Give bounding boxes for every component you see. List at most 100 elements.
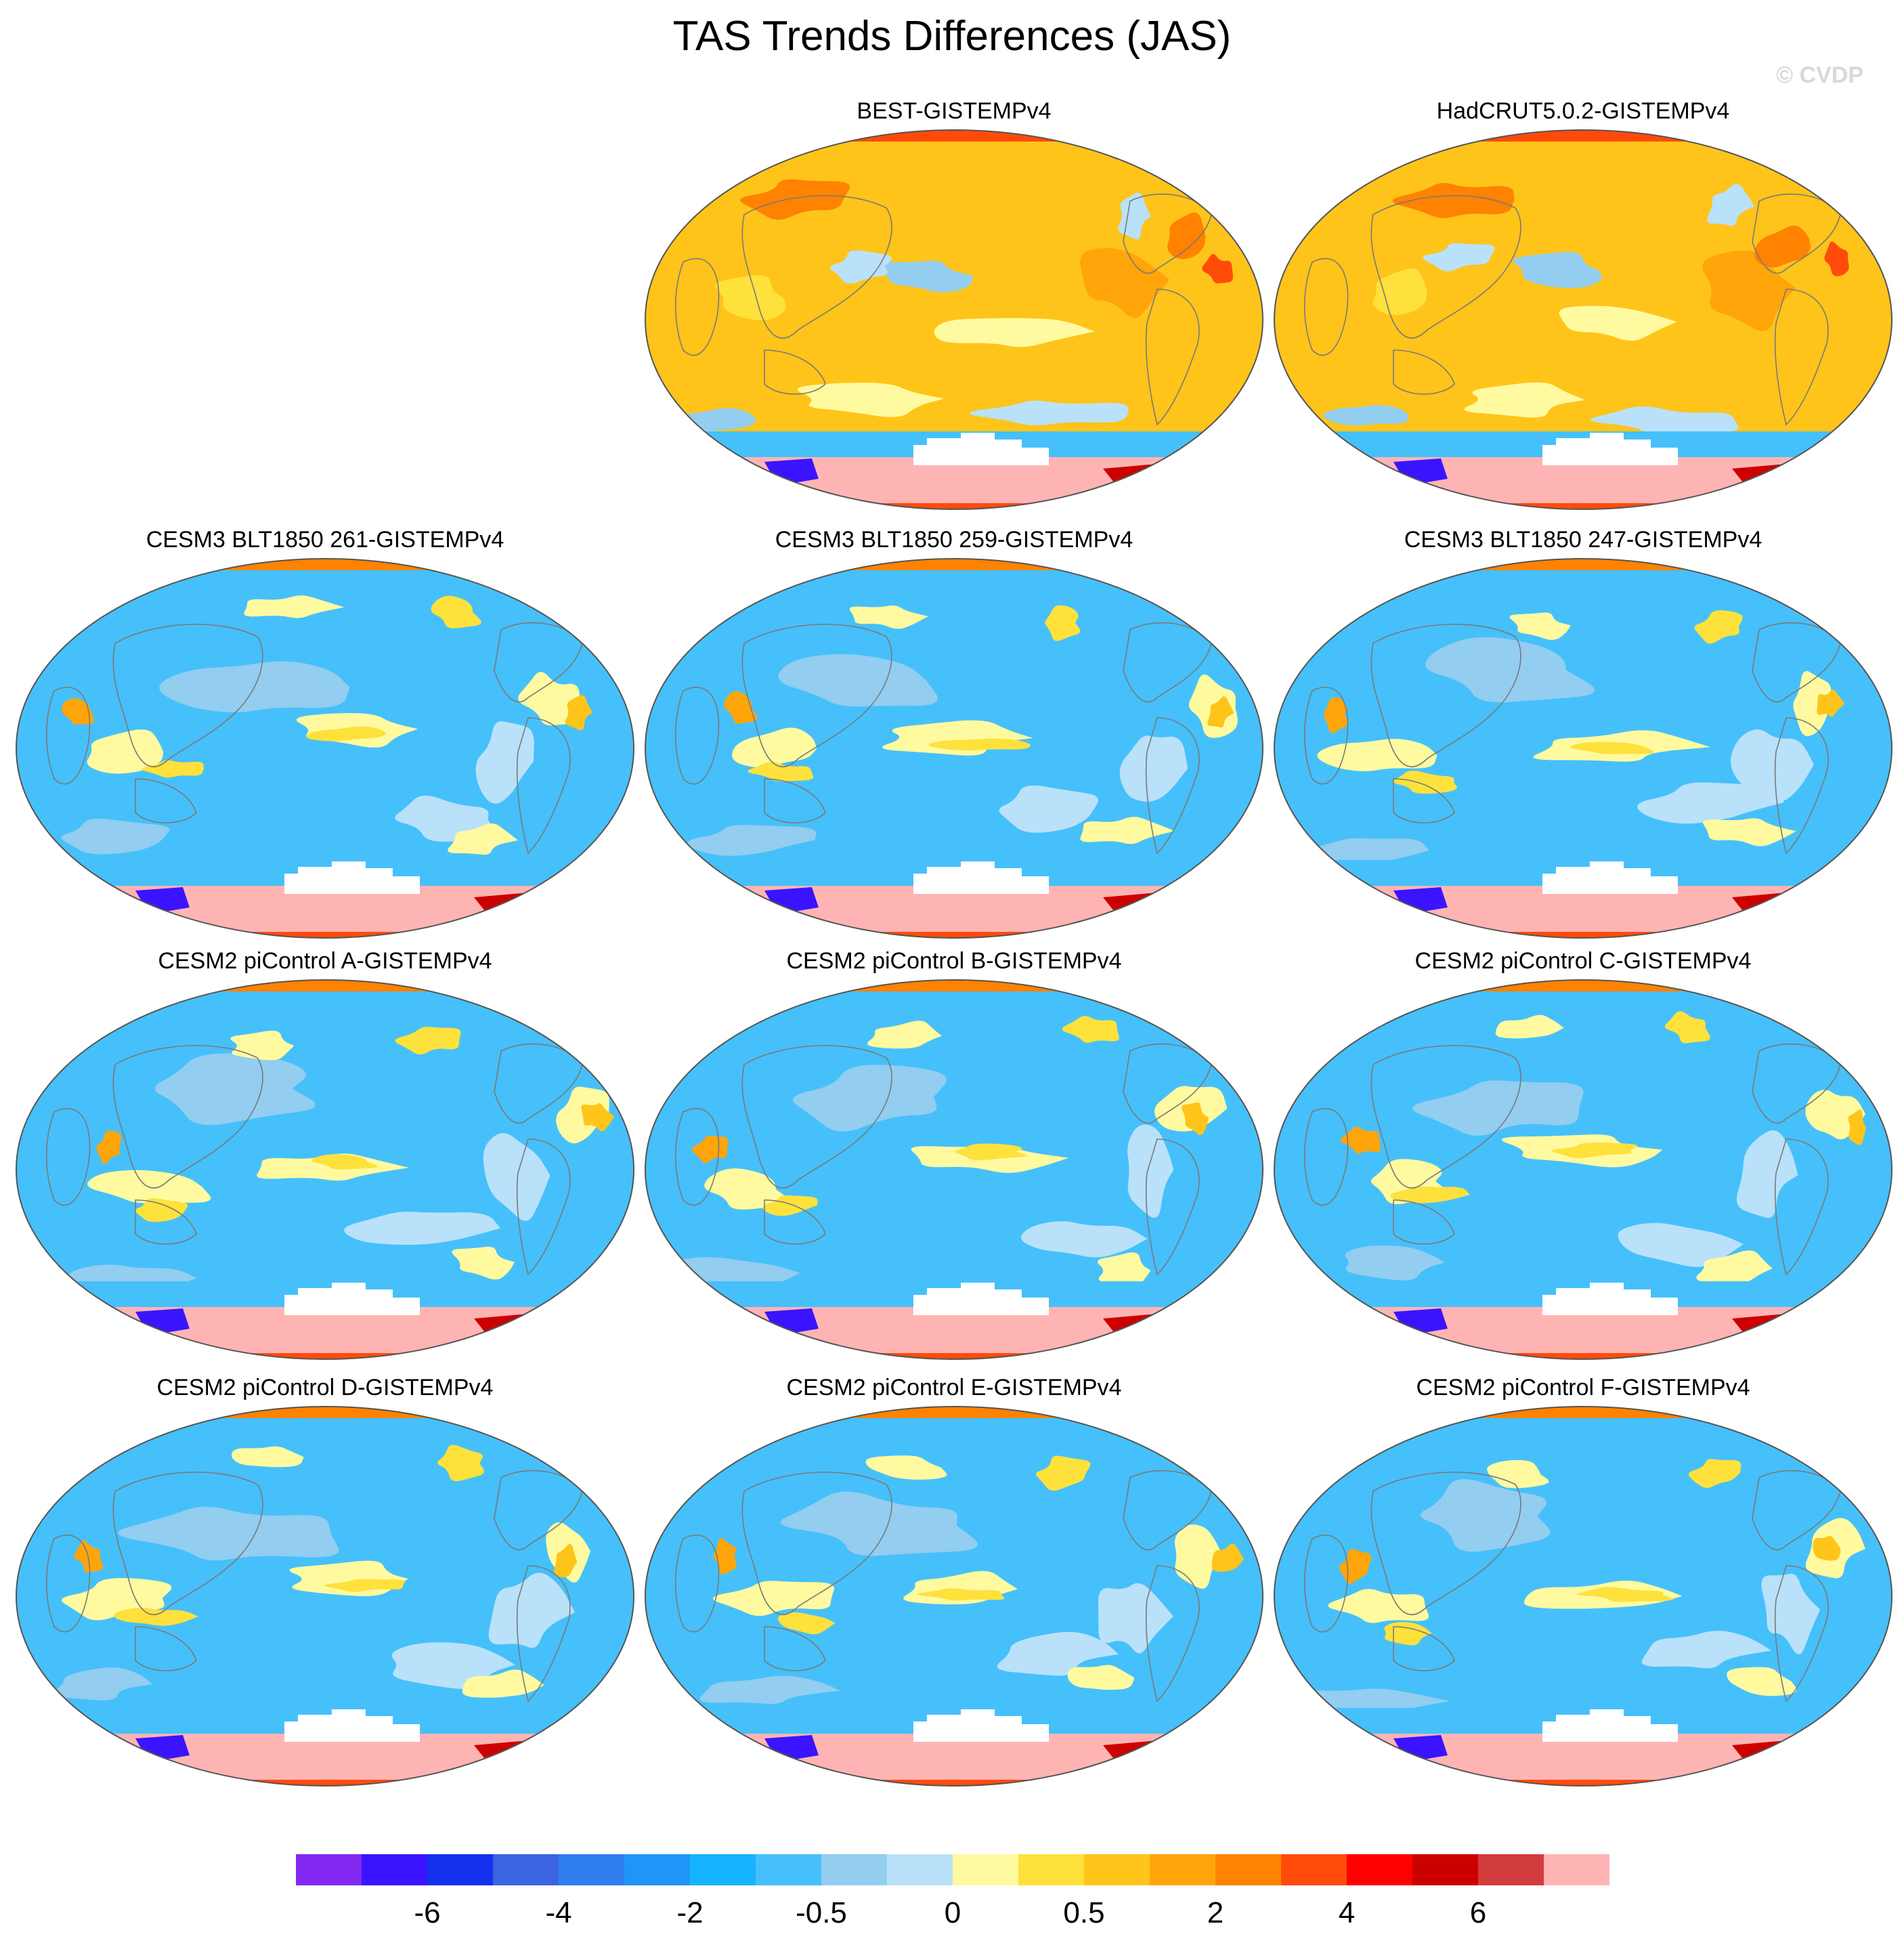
colorbar-box bbox=[1544, 1854, 1609, 1885]
contour-region bbox=[448, 823, 518, 855]
colorbar-box bbox=[1150, 1854, 1215, 1885]
contour-region bbox=[1080, 248, 1170, 318]
colorbar-box bbox=[427, 1854, 493, 1885]
map-panel: CESM3 BLT1850 259-GISTEMPv4 bbox=[643, 527, 1265, 947]
contour-region bbox=[865, 1455, 947, 1480]
coastline bbox=[764, 778, 826, 823]
coastline bbox=[1145, 1138, 1200, 1276]
map-robinson bbox=[645, 558, 1263, 939]
contour-region bbox=[488, 1572, 576, 1648]
contour-region bbox=[1664, 1011, 1710, 1044]
map-panel: CESM3 BLT1850 261-GISTEMPv4 bbox=[14, 527, 636, 947]
contour-region bbox=[135, 1198, 188, 1222]
coastline bbox=[1774, 288, 1829, 426]
coastline bbox=[516, 1138, 571, 1276]
contour-region bbox=[716, 275, 786, 320]
map-robinson bbox=[1274, 979, 1892, 1360]
contour-region bbox=[1202, 254, 1234, 284]
map-panel: CESM2 piControl A-GISTEMPv4 bbox=[14, 948, 636, 1368]
coastline bbox=[135, 778, 197, 823]
contour-region bbox=[917, 1588, 1005, 1601]
contour-region bbox=[1509, 612, 1571, 640]
coastline bbox=[45, 1108, 91, 1206]
contour-region bbox=[867, 1021, 942, 1049]
contour-region bbox=[1754, 226, 1811, 268]
map-panel: CESM2 piControl E-GISTEMPv4 bbox=[643, 1375, 1265, 1795]
contour-region bbox=[1590, 406, 1739, 434]
contour-region bbox=[724, 691, 758, 724]
contour-region bbox=[244, 595, 345, 618]
coastline bbox=[135, 1199, 197, 1245]
contour-region bbox=[829, 250, 892, 284]
contour-region bbox=[1731, 729, 1814, 802]
map-robinson bbox=[16, 1406, 634, 1786]
coastline bbox=[1303, 687, 1349, 785]
contour-region bbox=[740, 179, 850, 220]
colorbar bbox=[296, 1854, 1609, 1885]
colorbar-box bbox=[690, 1854, 756, 1885]
contour-region bbox=[1637, 782, 1785, 824]
contour-region bbox=[797, 383, 945, 417]
contour-region bbox=[1570, 742, 1654, 754]
contour-region bbox=[118, 1506, 339, 1561]
contour-region bbox=[565, 695, 593, 731]
contour-region bbox=[1317, 739, 1437, 771]
contour-region bbox=[1328, 1589, 1429, 1623]
coastline bbox=[674, 1108, 720, 1206]
contour-region bbox=[997, 1631, 1119, 1676]
coastline bbox=[1752, 622, 1841, 703]
contour-region bbox=[970, 400, 1129, 425]
contour-region bbox=[475, 721, 534, 804]
colorbar-box bbox=[493, 1854, 559, 1885]
coastline bbox=[1752, 1043, 1841, 1124]
page-title: TAS Trends Differences (JAS) bbox=[672, 13, 1232, 60]
colorbar-box bbox=[1347, 1854, 1412, 1885]
coastline bbox=[112, 1472, 263, 1615]
contour-region bbox=[1167, 212, 1206, 259]
colorbar-box bbox=[1412, 1854, 1478, 1885]
coastline bbox=[1145, 717, 1200, 855]
coastline bbox=[1370, 1472, 1521, 1615]
coastline bbox=[674, 1535, 720, 1633]
contour-region bbox=[699, 1675, 841, 1705]
map-panel: CESM2 piControl F-GISTEMPv4 bbox=[1272, 1375, 1895, 1795]
contour-region bbox=[934, 318, 1096, 347]
contour-region bbox=[431, 595, 481, 628]
contour-region bbox=[1174, 1524, 1223, 1589]
contour-region bbox=[882, 720, 1033, 756]
contour-region bbox=[306, 726, 387, 742]
coastline bbox=[1303, 258, 1349, 356]
contour-region bbox=[1323, 405, 1410, 426]
colorbar-box bbox=[362, 1854, 427, 1885]
map-panel: CESM2 piControl B-GISTEMPv4 bbox=[643, 948, 1265, 1368]
coastline bbox=[1123, 622, 1212, 703]
coastline bbox=[1774, 1138, 1829, 1276]
contour-region bbox=[581, 1103, 615, 1132]
coastline bbox=[741, 195, 892, 339]
coastline bbox=[1393, 778, 1455, 823]
colorbar-box bbox=[559, 1854, 624, 1885]
coastline bbox=[112, 1045, 263, 1189]
contour-region bbox=[1098, 1583, 1173, 1654]
contour-region bbox=[1119, 735, 1188, 802]
coastline bbox=[741, 1045, 892, 1189]
contour-region bbox=[777, 1612, 836, 1635]
coastline bbox=[1303, 1535, 1349, 1633]
map-panel: CESM2 piControl D-GISTEMPv4 bbox=[14, 1375, 636, 1795]
contour-region bbox=[1067, 1665, 1135, 1690]
contour-region bbox=[713, 1581, 835, 1617]
contour-region bbox=[1495, 1014, 1564, 1039]
contour-region bbox=[554, 1543, 578, 1578]
colorbar-box bbox=[624, 1854, 690, 1885]
colorbar-tick-label: -0.5 bbox=[796, 1896, 847, 1929]
panel-title: CESM3 BLT1850 259-GISTEMPv4 bbox=[775, 527, 1133, 553]
panel-title: CESM2 piControl B-GISTEMPv4 bbox=[786, 948, 1122, 974]
contour-region bbox=[1035, 1455, 1091, 1491]
colorbar-box bbox=[821, 1854, 887, 1885]
colorbar-box bbox=[887, 1854, 953, 1885]
colorbar-tick-label: -6 bbox=[414, 1896, 441, 1929]
coastline bbox=[1752, 193, 1841, 274]
contour-region bbox=[1423, 242, 1495, 272]
contour-region bbox=[1813, 1535, 1841, 1561]
contour-region bbox=[1425, 637, 1595, 703]
